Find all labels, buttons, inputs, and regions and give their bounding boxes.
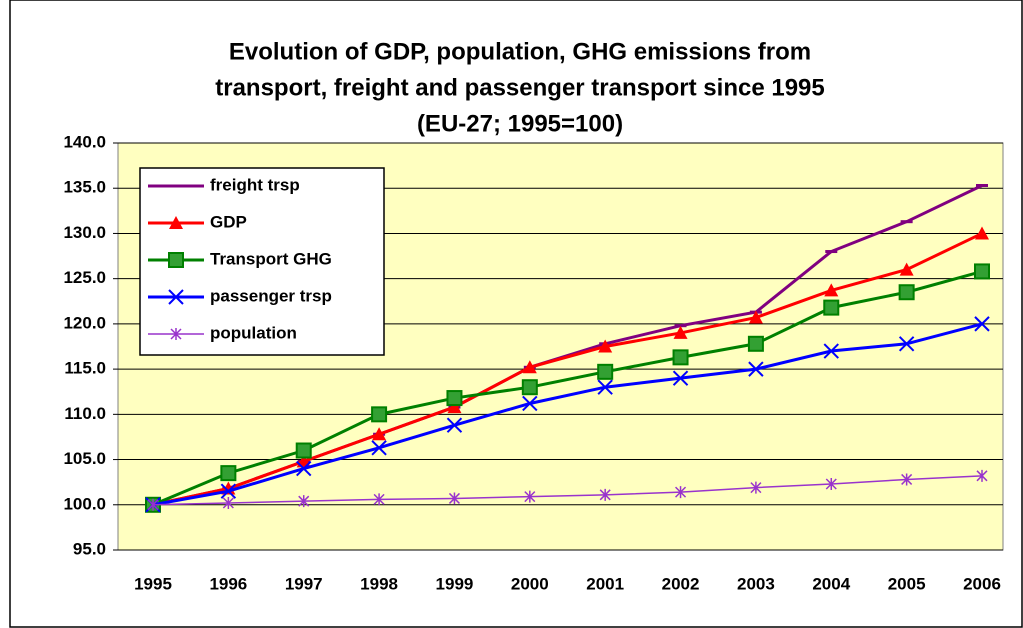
x-tick-label: 2000 [511, 574, 549, 593]
marker [899, 262, 914, 276]
marker [448, 492, 460, 505]
marker [220, 465, 237, 482]
marker [372, 427, 387, 441]
marker [673, 325, 688, 339]
marker [974, 316, 990, 332]
x-tick-label: 1997 [285, 574, 323, 593]
marker [598, 339, 613, 353]
x-tick-label: 2003 [737, 574, 775, 593]
marker [447, 400, 462, 414]
series-line [152, 475, 983, 506]
series-line [152, 269, 983, 507]
y-tick-label: 125.0 [63, 268, 106, 287]
marker [823, 343, 839, 359]
x-tick-label: 2006 [963, 574, 1001, 593]
marker [898, 284, 915, 301]
legend-label: GDP [210, 212, 247, 231]
chart-title: (EU-27; 1995=100) [417, 110, 623, 137]
marker [672, 370, 689, 386]
marker [168, 289, 184, 305]
y-tick-label: 140.0 [63, 132, 106, 151]
y-tick-label: 115.0 [64, 359, 106, 378]
marker [522, 360, 537, 374]
marker [975, 226, 989, 240]
marker [597, 379, 613, 395]
marker [825, 477, 837, 490]
y-tick-label: 105.0 [63, 449, 106, 468]
marker [599, 488, 611, 501]
marker [446, 417, 463, 433]
marker [974, 263, 990, 280]
marker [170, 328, 182, 340]
marker [373, 493, 385, 506]
marker [597, 363, 614, 380]
marker [748, 361, 764, 377]
chart-title: Evolution of GDP, population, GHG emissi… [229, 38, 811, 65]
marker [298, 495, 310, 508]
marker [296, 460, 312, 477]
marker [371, 406, 388, 423]
legend-label: population [210, 323, 297, 342]
marker [901, 473, 913, 486]
legend-label: freight trsp [210, 175, 300, 194]
marker [147, 498, 159, 511]
marker [672, 349, 689, 366]
series-line [152, 322, 983, 507]
marker [168, 252, 184, 268]
x-tick-label: 2004 [812, 574, 850, 593]
y-tick-label: 95.0 [73, 539, 106, 558]
marker [169, 216, 183, 229]
marker [747, 335, 764, 352]
marker [524, 490, 536, 503]
y-tick-label: 100.0 [63, 494, 106, 513]
marker [748, 310, 763, 324]
x-tick-label: 1999 [436, 574, 474, 593]
marker [824, 283, 839, 297]
marker [823, 299, 840, 316]
marker [446, 390, 463, 407]
marker [750, 481, 762, 494]
y-tick-label: 135.0 [63, 178, 106, 197]
marker [295, 442, 312, 459]
y-tick-label: 130.0 [63, 223, 106, 242]
x-tick-label: 1998 [360, 574, 398, 593]
marker [222, 496, 234, 509]
marker [220, 483, 237, 499]
marker [522, 395, 538, 412]
x-tick-label: 1995 [134, 574, 172, 593]
marker [675, 486, 687, 499]
marker [371, 440, 387, 456]
marker [521, 379, 538, 396]
marker [898, 336, 915, 352]
x-tick-label: 2002 [662, 574, 700, 593]
legend-label: Transport GHG [210, 249, 332, 268]
x-tick-label: 2005 [888, 574, 926, 593]
chart-title: transport, freight and passenger transpo… [215, 74, 825, 101]
legend-label: passenger trsp [210, 286, 332, 305]
x-tick-label: 1996 [209, 574, 247, 593]
series-line [152, 232, 983, 507]
y-tick-label: 120.0 [63, 313, 106, 332]
x-tick-label: 2001 [586, 574, 624, 593]
y-tick-label: 110.0 [64, 404, 106, 423]
marker [976, 469, 988, 482]
